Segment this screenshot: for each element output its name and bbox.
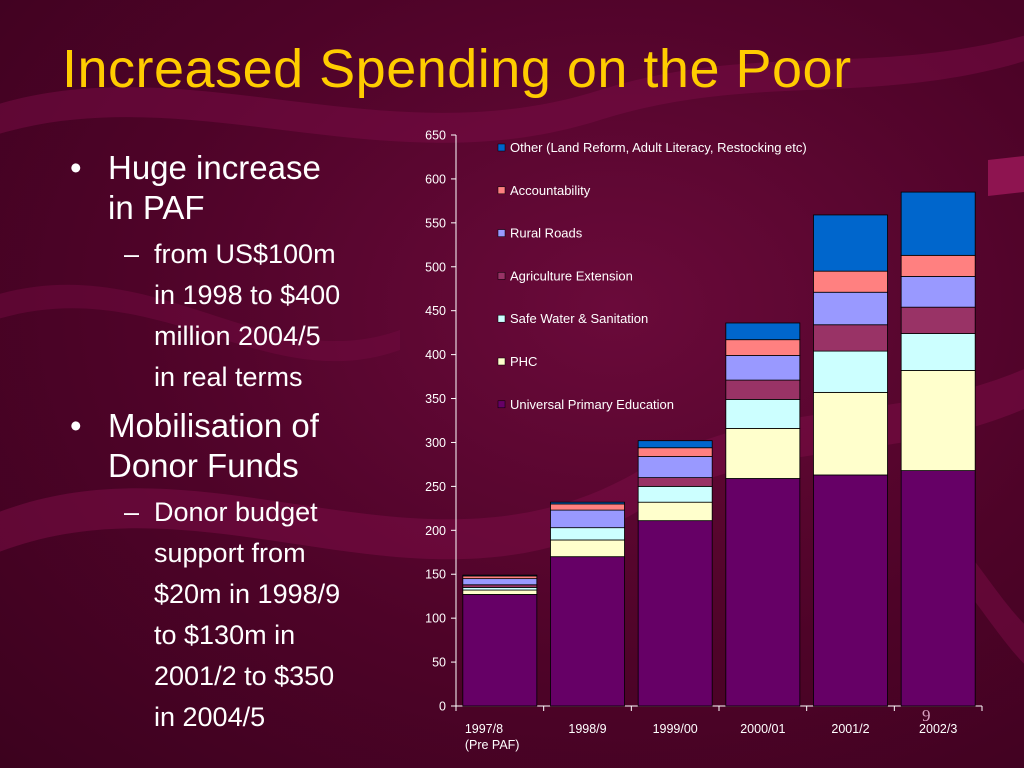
y-tick-label: 550 <box>425 216 446 230</box>
bar-segment <box>900 254 976 277</box>
bar-segment <box>637 456 713 479</box>
bar-segment <box>550 509 625 529</box>
bar-segment <box>462 589 538 595</box>
bar-segment <box>725 339 801 356</box>
y-tick-label: 350 <box>425 392 446 406</box>
bar-segment <box>813 324 888 352</box>
bar-segment <box>637 520 713 707</box>
bullet-dot-icon: • <box>70 149 82 186</box>
bar-segment <box>813 291 888 326</box>
bar-segment <box>462 574 538 577</box>
bar-segment <box>462 594 538 707</box>
y-tick-label: 600 <box>425 172 446 186</box>
bar-segment <box>725 379 801 400</box>
legend-label: Rural Roads <box>510 226 583 241</box>
bar-segment <box>900 470 976 707</box>
y-tick-label: 0 <box>439 700 446 714</box>
bar-segment <box>900 370 976 471</box>
x-tick-label: 2000/01 <box>740 722 785 736</box>
bar-segment <box>725 322 801 341</box>
y-tick-label: 150 <box>425 568 446 582</box>
x-tick-label: 2002/3 <box>919 722 957 736</box>
bar-segment <box>637 477 713 487</box>
bar-segment <box>900 191 976 256</box>
bar-segment <box>813 350 888 393</box>
y-tick-label: 100 <box>425 612 446 626</box>
bar-segment <box>637 440 713 449</box>
bar-segment <box>725 478 801 707</box>
x-tick-label: 1999/00 <box>653 722 698 736</box>
bar-segment <box>550 501 625 505</box>
legend-label: Other (Land Reform, Adult Literacy, Rest… <box>510 140 807 155</box>
x-tick-label: (Pre PAF) <box>465 738 520 752</box>
bar-segment <box>550 527 625 541</box>
legend-swatch <box>497 272 506 280</box>
legend-swatch <box>497 229 506 237</box>
bar-segment <box>725 428 801 479</box>
bullet-huge-increase: • Huge increase in PAF <box>70 149 321 226</box>
bar-segment <box>637 447 713 457</box>
y-tick-label: 300 <box>425 436 446 450</box>
legend-swatch <box>497 357 506 366</box>
legend-swatch <box>497 143 506 152</box>
bar-segment <box>550 556 625 707</box>
bar-segment <box>637 485 713 503</box>
y-tick-label: 650 <box>425 129 446 143</box>
y-tick-label: 200 <box>425 524 446 538</box>
bar-segment <box>725 355 801 381</box>
bullet-list: • Huge increase in PAF – from US$100m in… <box>62 148 402 746</box>
y-tick-label: 250 <box>425 480 446 494</box>
bar-segment <box>637 501 713 522</box>
bullet-dot-icon: • <box>70 407 82 444</box>
bar-segment <box>900 276 976 308</box>
page-number: 9 <box>922 706 931 725</box>
legend-label: PHC <box>510 354 537 369</box>
dash-icon: – <box>124 497 140 527</box>
legend-label: Safe Water & Sanitation <box>510 311 648 326</box>
bar-segment <box>813 270 888 293</box>
x-tick-label: 1998/9 <box>568 722 606 736</box>
bar-segment <box>550 503 625 511</box>
dash-icon: – <box>124 239 140 269</box>
bar-segment <box>813 214 888 272</box>
x-tick-label: 2001/2 <box>831 722 869 736</box>
bar-segment <box>900 306 976 334</box>
bar-segment <box>725 399 801 429</box>
y-tick-label: 450 <box>425 304 446 318</box>
bar-segment <box>900 333 976 371</box>
bar-segment <box>813 474 888 707</box>
slide-title: Increased Spending on the Poor <box>62 39 852 99</box>
legend-swatch <box>497 314 506 323</box>
sub-bullet-paf-growth: – from US$100m in 1998 to $400 million 2… <box>62 234 402 398</box>
legend-swatch <box>497 400 506 409</box>
y-tick-label: 50 <box>432 656 446 670</box>
legend-label: Accountability <box>510 183 591 198</box>
y-tick-label: 400 <box>425 348 446 362</box>
bullet-donor-funds: • Mobilisation of Donor Funds <box>70 407 319 484</box>
bar-segment <box>550 539 625 558</box>
bar-segment <box>813 391 888 476</box>
bar-segment <box>462 578 538 586</box>
legend-label: Agriculture Extension <box>510 268 633 283</box>
sub-bullet-donor-budget: – Donor budget support from $20m in 1998… <box>62 492 402 738</box>
legend-swatch <box>497 186 506 195</box>
legend-label: Universal Primary Education <box>510 397 674 412</box>
x-tick-label: 1997/8 <box>465 722 503 736</box>
y-tick-label: 500 <box>425 260 446 274</box>
